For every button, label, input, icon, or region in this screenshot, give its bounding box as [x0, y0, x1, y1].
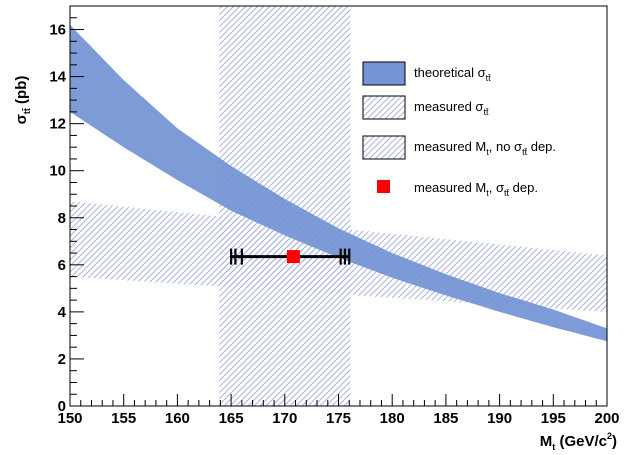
- legend-label-0: theoretical σtt̄: [414, 65, 491, 83]
- y-axis-ticks: 0 2 4 6 8 10 12 14 16: [49, 5, 84, 415]
- x-tick-label: 185: [433, 410, 458, 427]
- y-tick-label: 10: [49, 163, 66, 180]
- y-tick-label: 4: [58, 304, 67, 321]
- legend: theoretical σtt̄ measured σtt̄ measured Mt…: [362, 61, 556, 198]
- x-tick-label: 160: [165, 410, 190, 427]
- legend-swatch-2: [362, 135, 406, 160]
- x-tick-label: 155: [111, 410, 136, 427]
- x-axis-ticks: 150 155 160 165 170 175 180 185 190 195 200: [57, 394, 620, 427]
- x-tick-label: 150: [57, 410, 82, 427]
- y-axis-title: σtt̄ (pb): [13, 76, 32, 125]
- x-tick-label: 190: [487, 410, 512, 427]
- theory-band-area: [70, 24, 607, 342]
- measured-point-group: [230, 248, 351, 265]
- x-tick-label: 170: [272, 410, 297, 427]
- legend-label-2: measured Mt, no σtt̄ dep.: [414, 139, 556, 157]
- y-tick-label: 2: [58, 351, 66, 368]
- legend-label-1: measured σtt̄: [414, 99, 489, 117]
- y-tick-label: 12: [49, 116, 66, 133]
- legend-label-3: measured Mt, σtt̄ dep.: [414, 180, 538, 198]
- x-tick-label: 165: [219, 410, 244, 427]
- x-tick-label: 175: [326, 410, 351, 427]
- measured-point-marker: [286, 250, 300, 264]
- theoretical-xsec-band: [70, 24, 607, 342]
- x-tick-label: 195: [541, 410, 566, 427]
- y-tick-label: 14: [49, 69, 66, 86]
- x-tick-label: 200: [594, 410, 619, 427]
- legend-swatch-1: [362, 95, 406, 120]
- legend-swatch-0: [362, 61, 406, 86]
- x-tick-label: 180: [380, 410, 405, 427]
- legend-swatch-3: [377, 180, 390, 193]
- x-axis-title: Mt (GeV/c2): [540, 431, 617, 452]
- y-tick-label: 8: [58, 210, 66, 227]
- y-tick-label: 0: [58, 398, 66, 415]
- y-tick-label: 16: [49, 22, 66, 39]
- y-tick-label: 6: [58, 257, 66, 274]
